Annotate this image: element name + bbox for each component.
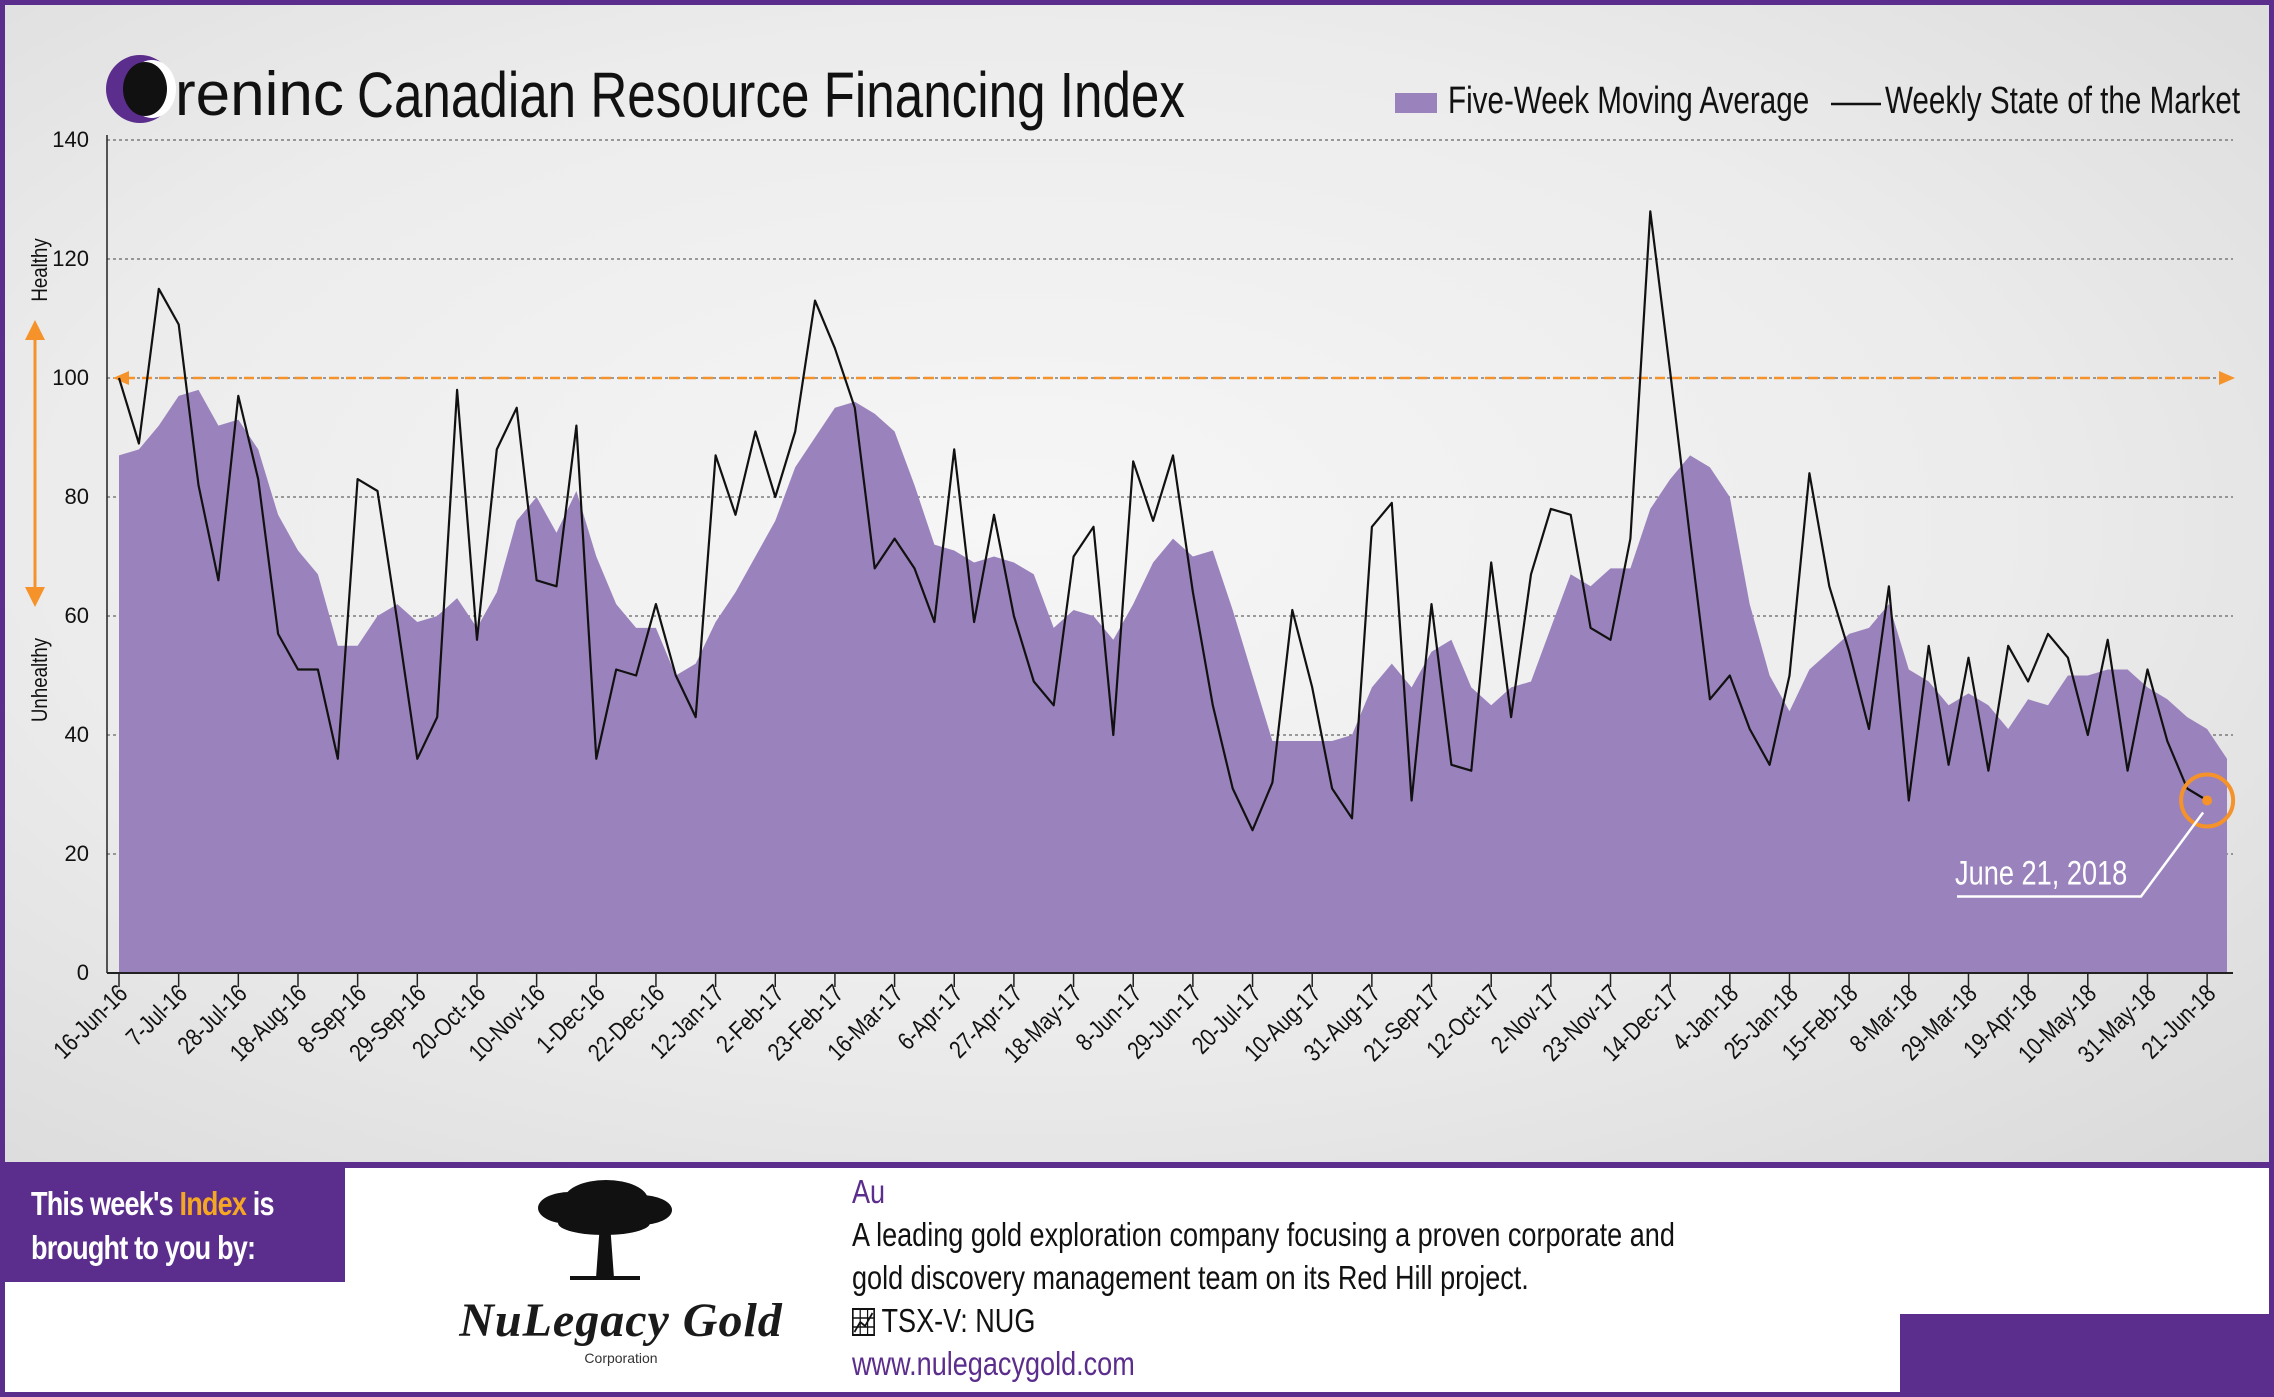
weekly-state-line xyxy=(117,210,2208,832)
annotation-ring xyxy=(2179,772,2236,829)
y-tick-label-100: 100 xyxy=(52,365,89,390)
health-scale: Healthy Unhealthy xyxy=(25,238,52,722)
y-tick-label-60: 60 xyxy=(65,603,89,628)
annotation-label: June 21, 2018 xyxy=(1955,854,2127,893)
health-arrow-up-icon xyxy=(25,320,45,340)
sponsor-line1-pre: This week's xyxy=(31,1185,180,1222)
y-tick-label-120: 120 xyxy=(52,246,89,271)
health-arrow-down-icon xyxy=(25,587,45,607)
annotation-leader xyxy=(1957,811,2205,898)
footer-divider xyxy=(0,1162,2274,1168)
oreninc-logo: reninc Canadian Resource Financing Index xyxy=(106,55,1185,131)
latest-annotation: June 21, 2018 xyxy=(1955,772,2236,898)
company-description-line2: gold discovery management team on its Re… xyxy=(852,1259,1529,1296)
corner-block xyxy=(1900,1314,2269,1392)
legend-label-moving-average: Five-Week Moving Average xyxy=(1448,80,1809,122)
side-label-unhealthy: Unhealthy xyxy=(29,637,53,722)
legend-swatch-moving-average xyxy=(1395,93,1437,113)
side-label-healthy: Healthy xyxy=(29,238,53,302)
tree-icon xyxy=(538,1180,672,1280)
sponsor-line1-accent: Index xyxy=(179,1185,247,1222)
sponsor-banner: This week's Index is brought to you by: xyxy=(5,1168,345,1282)
chart-grid-icon xyxy=(852,1308,875,1336)
chart-panel: reninc Canadian Resource Financing Index… xyxy=(5,5,2269,1162)
legend-label-weekly: Weekly State of the Market xyxy=(1885,80,2241,122)
company-ticker: TSX-V: NUG xyxy=(881,1302,1036,1339)
y-tick-label-0: 0 xyxy=(77,960,89,985)
company-subtitle: Corporation xyxy=(584,1350,658,1366)
annotation-dot xyxy=(2202,795,2213,806)
company-logo: NuLegacy Gold Corporation xyxy=(420,1168,820,1390)
sponsor-text: This week's Index is brought to you by: xyxy=(31,1182,277,1270)
weekly-line xyxy=(117,210,2208,832)
sponsor-line2: brought to you by: xyxy=(31,1229,256,1266)
company-info: Au A leading gold exploration company fo… xyxy=(852,1170,1675,1385)
moving-average-area-shape xyxy=(119,389,2227,973)
logo-inner-icon xyxy=(123,62,167,116)
sponsor-line1-post: is xyxy=(246,1185,275,1222)
company-description-line1: A leading gold exploration company focus… xyxy=(852,1216,1675,1253)
chart-title: Canadian Resource Financing Index xyxy=(357,61,1185,132)
threshold-left-arrow-icon xyxy=(113,371,129,385)
logo-text: reninc xyxy=(175,60,344,129)
moving-average-area xyxy=(119,389,2227,973)
legend: Five-Week Moving Average Weekly State of… xyxy=(1395,80,2241,122)
y-tick-label-20: 20 xyxy=(65,841,89,866)
threshold-line xyxy=(113,371,2235,385)
x-tick-label: 16-Jun-16 xyxy=(47,979,132,1064)
threshold-right-arrow-icon xyxy=(2219,371,2235,385)
y-tick-label-140: 140 xyxy=(52,127,89,152)
y-tick-label-80: 80 xyxy=(65,484,89,509)
company-name: NuLegacy Gold xyxy=(459,1294,783,1347)
company-sector: Au xyxy=(852,1173,886,1210)
company-url[interactable]: www.nulegacygold.com xyxy=(852,1345,1135,1382)
company-ticker-row: TSX-V: NUG xyxy=(852,1299,1672,1342)
y-tick-label-40: 40 xyxy=(65,722,89,747)
index-chart: reninc Canadian Resource Financing Index… xyxy=(25,55,2241,1068)
